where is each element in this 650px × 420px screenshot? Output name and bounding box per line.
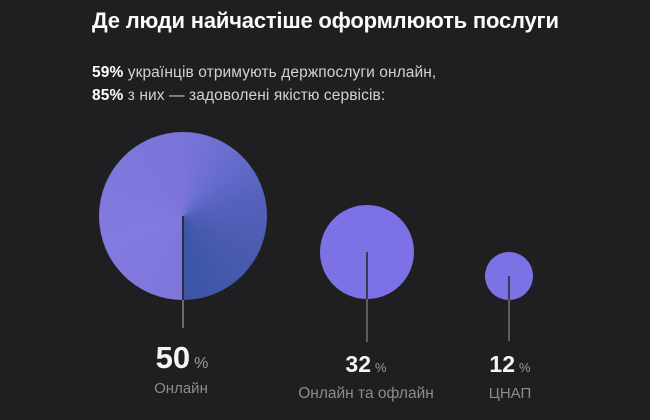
subtitle-line-1: 59% українців отримують держпослуги онла… bbox=[92, 61, 436, 84]
bubble-label-online: Онлайн bbox=[154, 380, 208, 397]
bubble-stem-online-outer bbox=[182, 300, 184, 328]
bubble-value-unit: % bbox=[375, 360, 387, 375]
bubble-stem-online-inner bbox=[182, 216, 184, 300]
bubble-value-number: 12 bbox=[489, 351, 516, 377]
bubble-value-number: 50 bbox=[155, 340, 191, 375]
subtitle: 59% українців отримують держпослуги онла… bbox=[92, 61, 436, 107]
bubble-value-online-offline: 32% bbox=[345, 351, 386, 378]
bubble-label-online-offline: Онлайн та офлайн bbox=[298, 385, 434, 402]
stat-percent-satisfied: 85% bbox=[92, 87, 124, 104]
subtitle-line-2: 85% з них — задоволені якістю сервісів: bbox=[92, 84, 436, 107]
bubble-value-unit: % bbox=[519, 360, 531, 375]
bubble-value-number: 32 bbox=[345, 351, 372, 377]
stat-text-online: українців отримують держпослуги онлайн, bbox=[123, 64, 437, 81]
bubble-stem-cnap-inner bbox=[508, 276, 510, 300]
page-title: Де люди найчастіше оформлюють послуги bbox=[92, 8, 559, 33]
bubble-value-unit: % bbox=[194, 355, 209, 372]
bubble-value-online: 50% bbox=[156, 340, 209, 376]
bubble-stem-online-offline-inner bbox=[366, 252, 368, 299]
bubble-stem-cnap-outer bbox=[508, 300, 510, 341]
bubble-label-cnap: ЦНАП bbox=[488, 385, 532, 402]
bubble-value-cnap: 12% bbox=[489, 351, 530, 378]
stat-text-satisfied: з них — задоволені якістю сервісів: bbox=[123, 87, 386, 104]
bubble-stem-online-offline-outer bbox=[366, 299, 368, 342]
stat-percent-online: 59% bbox=[92, 64, 124, 81]
